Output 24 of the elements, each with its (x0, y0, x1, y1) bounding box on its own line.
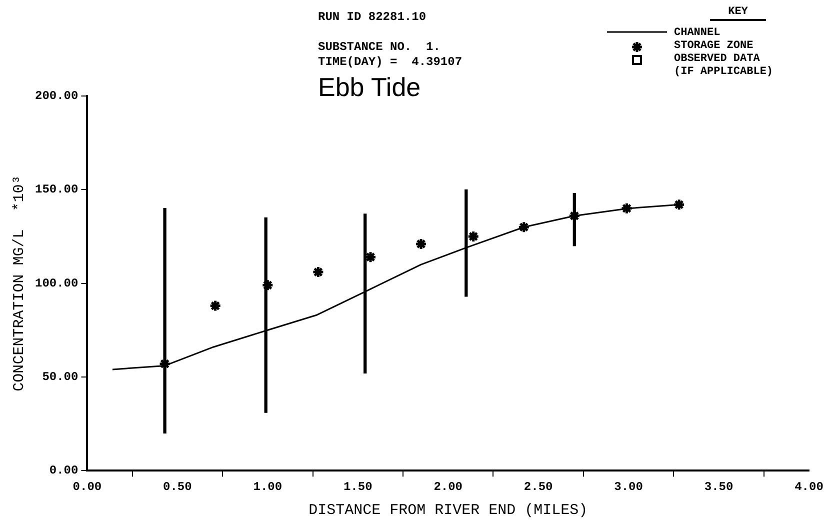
text: RUN ID 82281.10 (318, 10, 426, 24)
x-tick-label: 3.00 (614, 480, 643, 494)
text: STORAGE ZONE (674, 40, 754, 53)
x-tick-label: 1.00 (253, 480, 282, 494)
x-tick-label: 2.00 (434, 480, 463, 494)
x-tick-label: 4.00 (794, 480, 824, 494)
x-tick-label: 1.50 (343, 480, 372, 494)
text: CHANNEL (674, 27, 720, 40)
legend-label: OBSERVED DATA (IF APPLICABLE) (674, 53, 774, 79)
y-tick-label: 50.00 (42, 370, 78, 384)
x-tick-label: 0.00 (72, 480, 102, 494)
y-tick-label: 150.00 (34, 182, 78, 197)
x-axis-title: DISTANCE FROM RIVER END (MILES) (308, 502, 588, 519)
x-tick-label: 2.50 (524, 480, 553, 494)
x-tick-label: 0.50 (163, 480, 192, 494)
y-tick-label: 200.00 (34, 89, 78, 104)
text: SUBSTANCE NO. 1. (318, 40, 440, 54)
y-tick-label: 100.00 (34, 276, 78, 290)
x-tick-label: 3.50 (704, 480, 734, 494)
chart-title: Ebb Tide (318, 72, 421, 103)
y-tick-label: 0.00 (49, 464, 78, 478)
y-axis-title: CONCENTRATION MG/L *10³ (10, 175, 28, 392)
legend-title: KEY (710, 6, 766, 21)
text: TIME(DAY) = 4.39107 (318, 55, 462, 69)
